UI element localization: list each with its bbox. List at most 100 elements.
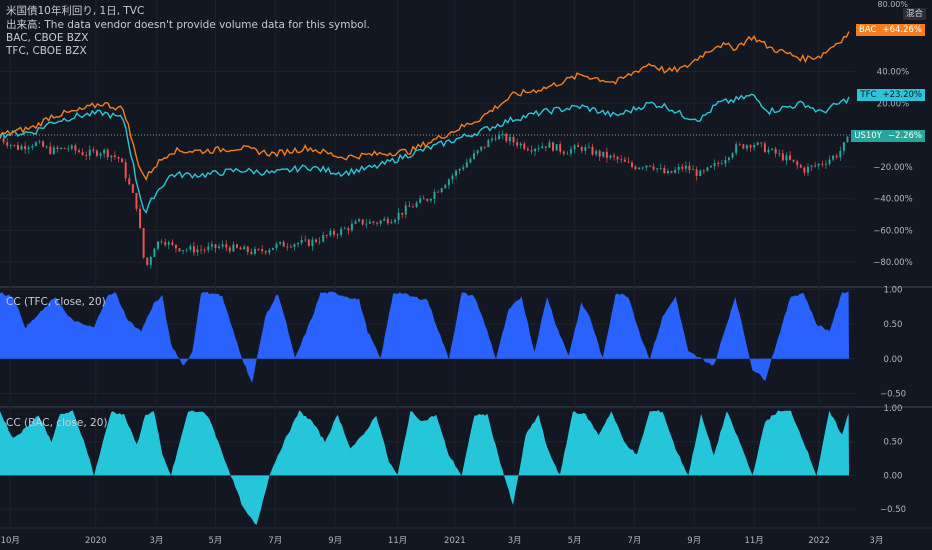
candle-body: [160, 241, 163, 243]
indicator-label-tfc[interactable]: CC (TFC, close, 20): [6, 296, 106, 308]
candle-body: [67, 148, 70, 150]
candle-body: [749, 145, 752, 148]
candle-body: [544, 146, 547, 148]
candle-body: [174, 244, 177, 249]
candle-body: [379, 220, 382, 224]
compare-symbol-tfc[interactable]: TFC, CBOE BZX: [6, 45, 87, 57]
candle-body: [469, 158, 472, 163]
candle-body: [99, 153, 102, 156]
candle-body: [157, 241, 160, 249]
candle-body: [505, 133, 508, 142]
candle-body: [142, 228, 145, 258]
candle-body: [516, 142, 519, 146]
x-tick-label: 3月: [150, 536, 164, 546]
candle-body: [106, 149, 109, 158]
candle-body: [577, 145, 580, 148]
candle-body: [745, 145, 748, 149]
candle-body: [361, 219, 364, 225]
candle-body: [297, 243, 300, 245]
candle-body: [602, 151, 605, 157]
candle-body: [595, 150, 598, 155]
candle-body: [763, 143, 766, 153]
candle-body: [225, 244, 228, 248]
price-tag-bac: BAC +64.26%: [856, 24, 925, 36]
candle-body: [31, 145, 34, 148]
candle-body: [38, 141, 41, 143]
x-tick-label: 7月: [268, 536, 282, 546]
candle-body: [376, 222, 379, 224]
y-tick-label: 0.50: [884, 438, 903, 448]
candle-body: [609, 155, 612, 158]
candle-body: [824, 163, 827, 165]
x-tick-label: 3月: [869, 536, 883, 546]
candle-body: [663, 168, 666, 174]
candle-body: [429, 198, 432, 201]
candle-body: [498, 134, 501, 140]
candle-body: [799, 165, 802, 168]
tag-tfc-name: TFC: [857, 89, 880, 101]
candle-body: [196, 249, 199, 253]
candle-body: [781, 153, 784, 161]
candle-body: [218, 246, 221, 249]
candle-body: [60, 147, 63, 149]
y-tick-label: −20.00%: [873, 163, 913, 173]
candle-body: [587, 146, 590, 148]
candle-body: [724, 159, 727, 164]
candle-body: [789, 155, 792, 160]
candle-body: [559, 144, 562, 152]
y-tick-label: −0.50: [880, 390, 906, 400]
candle-body: [555, 144, 558, 151]
candle-body: [27, 147, 30, 150]
candle-body: [465, 162, 468, 168]
candle-body: [372, 221, 375, 223]
candle-body: [778, 153, 781, 155]
candle-body: [480, 146, 483, 151]
compare-symbol-bac[interactable]: BAC, CBOE BZX: [6, 32, 89, 44]
candle-body: [437, 191, 440, 193]
candle-body: [178, 248, 181, 252]
candle-body: [817, 163, 820, 166]
series-line-bac: [0, 31, 850, 182]
candle-body: [139, 208, 142, 229]
candle-body: [552, 142, 555, 151]
scale-mode-button[interactable]: 混合: [902, 8, 926, 20]
candle-body: [124, 162, 127, 179]
candle-body: [70, 145, 73, 149]
candle-body: [566, 153, 569, 155]
candle-body: [286, 246, 289, 248]
x-tick-label: 10月: [1, 536, 20, 546]
candle-body: [117, 157, 120, 159]
volume-notice: 出来高: The data vendor doesn't provide vol…: [6, 19, 370, 31]
candle-body: [185, 249, 188, 251]
candle-body: [631, 162, 634, 167]
candle-body: [289, 246, 292, 248]
candle-body: [426, 198, 429, 201]
candle-body: [598, 150, 601, 157]
candle-body: [350, 223, 353, 231]
candle-body: [810, 165, 813, 167]
candle-body: [652, 166, 655, 170]
candle-body: [401, 212, 404, 215]
candle-body: [501, 133, 504, 135]
y-tick-label: 20.00%: [877, 99, 909, 109]
candle-body: [828, 159, 831, 164]
candle-body: [591, 146, 594, 155]
candle-body: [221, 244, 224, 247]
candle-body: [419, 198, 422, 203]
candle-body: [814, 165, 817, 167]
x-tick-label: 2022: [808, 536, 830, 546]
candle-body: [756, 142, 759, 145]
candle-body: [562, 151, 565, 154]
candle-body: [135, 192, 138, 209]
candle-body: [110, 155, 113, 158]
candle-body: [681, 167, 684, 169]
candle-body: [785, 155, 788, 161]
candle-body: [534, 148, 537, 152]
pane-separator-1: [0, 286, 932, 288]
candle-body: [839, 150, 842, 158]
candle-body: [411, 206, 414, 208]
indicator-label-bac[interactable]: CC (BAC, close, 20): [6, 417, 108, 429]
candle-body: [250, 251, 253, 254]
candle-body: [78, 150, 81, 153]
